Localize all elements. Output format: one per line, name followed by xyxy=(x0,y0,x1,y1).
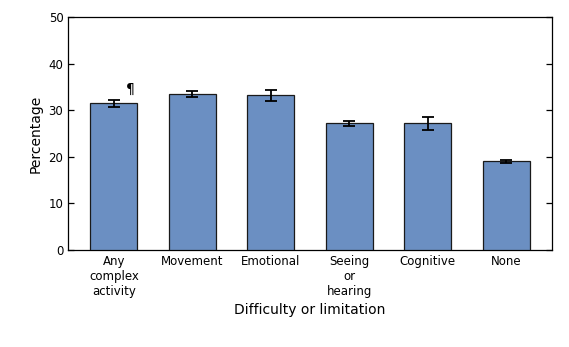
Bar xyxy=(405,124,451,250)
Y-axis label: Percentage: Percentage xyxy=(29,94,43,173)
Bar xyxy=(90,103,137,250)
Bar xyxy=(248,95,294,250)
X-axis label: Difficulty or limitation: Difficulty or limitation xyxy=(234,303,386,317)
Text: ¶: ¶ xyxy=(126,82,134,96)
Bar xyxy=(483,161,530,250)
Bar xyxy=(169,94,216,250)
Bar xyxy=(326,124,373,250)
